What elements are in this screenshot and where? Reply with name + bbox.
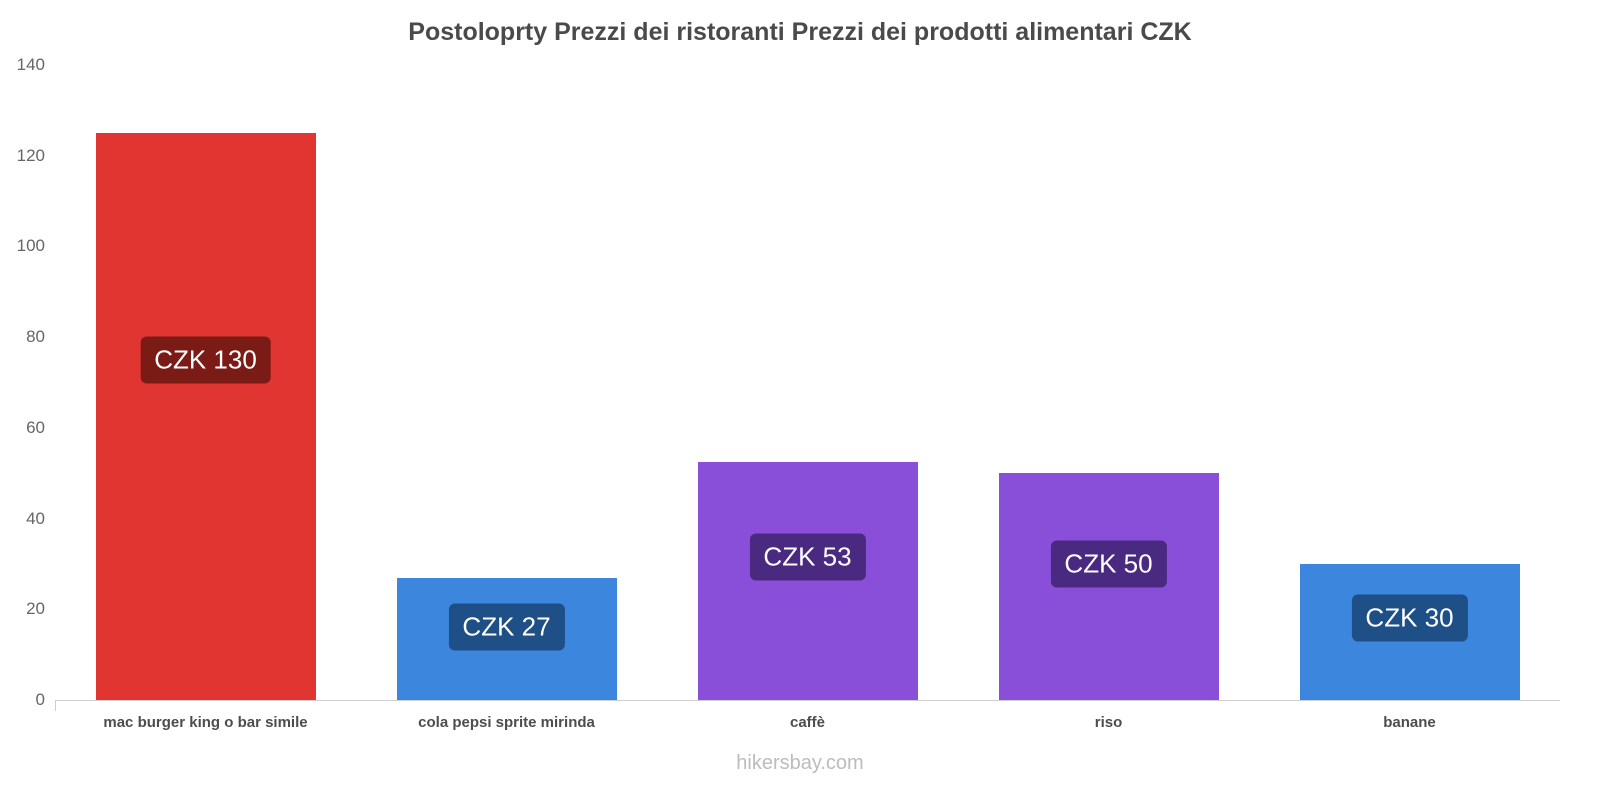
y-axis-tick-label: 40 — [26, 508, 45, 528]
bar[interactable]: CZK 53 — [697, 461, 918, 700]
value-badge: CZK 30 — [1351, 594, 1468, 642]
plot-area: CZK 130 CZK 27 CZK 53 CZK 50 CZK 30 — [55, 65, 1560, 700]
y-axis-tick-mark — [55, 700, 56, 711]
y-axis-tick-label: 80 — [26, 327, 45, 347]
category-label: caffè — [789, 714, 826, 731]
bar[interactable]: CZK 30 — [1299, 563, 1520, 700]
y-axis-tick-label: 100 — [16, 236, 45, 256]
value-badge: CZK 53 — [749, 533, 866, 581]
bar[interactable]: CZK 50 — [998, 473, 1219, 700]
bar[interactable]: CZK 27 — [396, 577, 617, 700]
bar[interactable]: CZK 130 — [95, 133, 316, 700]
chart-title: Postoloprty Prezzi dei ristoranti Prezzi… — [408, 18, 1192, 46]
y-axis-tick-label: 120 — [16, 145, 45, 165]
x-axis-line — [55, 700, 1560, 701]
value-badge: CZK 50 — [1050, 540, 1167, 588]
y-axis-tick-label: 20 — [26, 599, 45, 619]
watermark-text: hikersbay.com — [736, 752, 864, 774]
category-label: banane — [1383, 714, 1436, 731]
category-label: mac burger king o bar simile — [103, 714, 308, 731]
category-label: riso — [1094, 714, 1123, 731]
y-axis-tick-label: 0 — [35, 690, 45, 709]
value-badge: CZK 27 — [448, 603, 565, 651]
category-label: cola pepsi sprite mirinda — [418, 714, 595, 731]
value-badge: CZK 130 — [140, 336, 271, 384]
y-axis-tick-label: 140 — [16, 55, 45, 74]
y-axis-tick-label: 60 — [26, 417, 45, 437]
